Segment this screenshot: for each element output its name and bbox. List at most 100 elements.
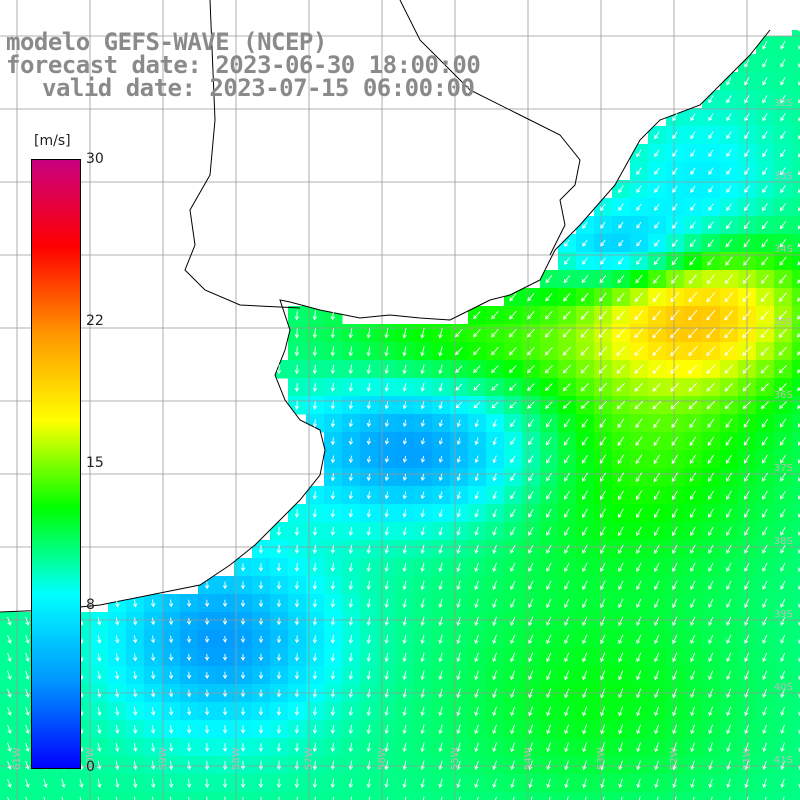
wind-arrow (581, 454, 589, 464)
wind-arrow (708, 580, 714, 590)
lon-label: 56W (377, 747, 388, 770)
wind-arrow (726, 670, 732, 681)
wind-arrow (294, 742, 300, 753)
wind-arrow (744, 508, 750, 518)
wind-arrow (7, 670, 12, 680)
wind-arrow (634, 310, 644, 321)
wind-arrow (726, 634, 732, 644)
wind-arrow (204, 617, 210, 625)
wind-arrow (618, 562, 624, 572)
wind-arrow (744, 562, 750, 572)
wind-arrow (690, 149, 696, 158)
wind-arrow (133, 724, 138, 734)
wind-arrow (671, 274, 679, 284)
wind-arrow (258, 760, 264, 771)
wind-arrow (778, 328, 787, 338)
wind-arrow (473, 347, 481, 356)
wind-arrow (97, 688, 102, 698)
wind-arrow (312, 509, 318, 518)
wind-arrow (456, 760, 461, 771)
wind-cell (792, 36, 800, 55)
wind-cell (792, 630, 800, 649)
wind-arrow (634, 382, 644, 392)
wind-arrow (97, 760, 102, 771)
wind-arrow (780, 131, 786, 140)
wind-arrow (438, 760, 443, 771)
wind-arrow (690, 652, 696, 663)
wind-arrow (635, 418, 643, 428)
wind-arrow (312, 599, 318, 608)
wind-arrow (635, 490, 642, 500)
wind-arrow (708, 616, 714, 626)
wind-arrow (707, 418, 715, 428)
wind-arrow (115, 635, 120, 644)
wind-arrow (348, 670, 353, 680)
wind-arrow (654, 742, 659, 753)
wind-arrow (491, 401, 499, 409)
wind-arrow (492, 526, 497, 536)
wind-arrow (726, 580, 732, 590)
wind-arrow (384, 580, 389, 591)
wind-arrow (492, 724, 497, 735)
wind-arrow (635, 274, 643, 284)
wind-arrow (690, 724, 695, 735)
wind-arrow (654, 634, 660, 645)
wind-arrow (780, 526, 786, 536)
wind-arrow (509, 310, 517, 320)
wind-arrow (688, 274, 697, 285)
wind-arrow (618, 670, 624, 681)
wind-arrow (708, 526, 714, 536)
wind-arrow (707, 454, 715, 464)
wind-arrow (348, 706, 353, 717)
wind-arrow (384, 364, 389, 375)
wind-arrow (726, 490, 732, 500)
wind-arrow (402, 562, 407, 573)
wind-arrow (170, 796, 172, 800)
wind-arrow (510, 688, 516, 699)
wind-arrow (724, 292, 734, 303)
wind-arrow (780, 742, 785, 753)
wind-arrow (760, 292, 769, 303)
wind-arrow (366, 382, 371, 392)
wind-arrow (330, 491, 336, 500)
wind-arrow (456, 419, 461, 428)
wind-arrow (474, 706, 479, 717)
wind-arrow (510, 580, 516, 590)
wind-arrow (330, 509, 336, 518)
wind-arrow (491, 365, 499, 374)
wind-arrow (743, 256, 751, 266)
wind-arrow (670, 382, 680, 392)
wind-arrow (708, 131, 714, 140)
wind-arrow (168, 689, 174, 698)
wind-arrow (688, 364, 698, 374)
coastline (0, 0, 771, 613)
wind-arrow (581, 292, 589, 302)
wind-arrow (132, 653, 138, 662)
wind-cell (792, 576, 800, 595)
wind-arrow (618, 706, 624, 717)
wind-arrow (348, 473, 354, 482)
wind-cell (792, 756, 800, 775)
wind-arrow (780, 706, 785, 717)
wind-arrow (456, 670, 461, 681)
wind-arrow (654, 706, 660, 717)
wind-arrow (778, 401, 787, 410)
wind-arrow (706, 327, 716, 339)
colorbar-tick-label: 30 (86, 151, 104, 167)
wind-arrow (474, 544, 479, 555)
wind-arrow (438, 562, 443, 573)
wind-arrow (544, 328, 553, 338)
wind-arrow (151, 778, 156, 789)
wind-arrow (438, 778, 443, 789)
wind-arrow (474, 419, 479, 428)
wind-arrow (512, 796, 515, 800)
wind-arrow (474, 652, 479, 663)
wind-arrow (168, 617, 174, 626)
wind-arrow (312, 346, 318, 357)
wind-arrow (743, 238, 751, 248)
wind-arrow (618, 616, 624, 627)
wind-arrow (384, 724, 389, 735)
wind-arrow (330, 724, 336, 735)
wind-arrow (636, 239, 642, 247)
wind-arrow (582, 580, 588, 590)
